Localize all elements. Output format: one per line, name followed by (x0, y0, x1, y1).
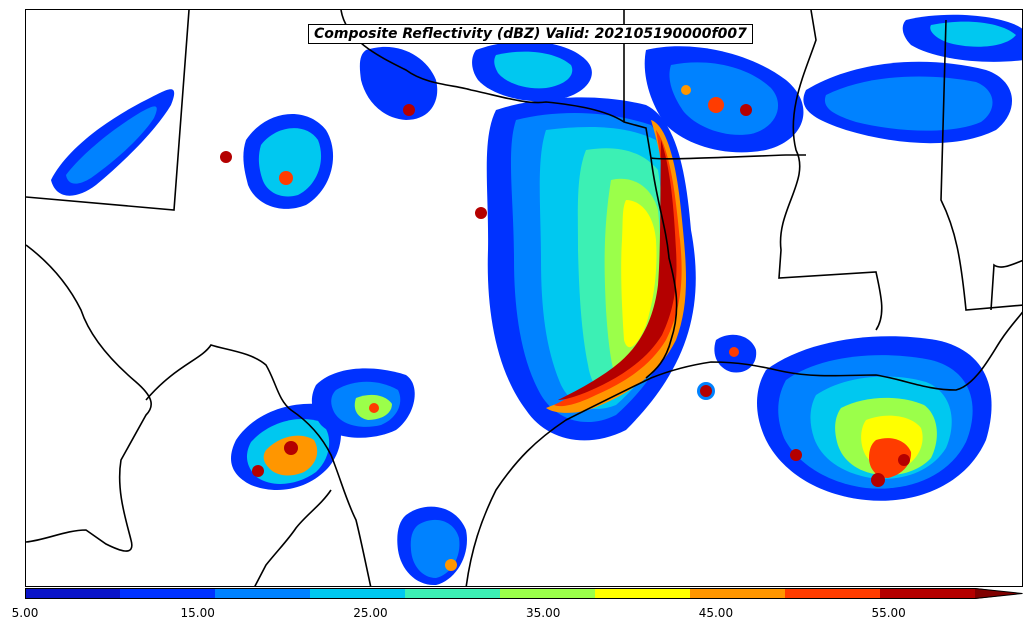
colorbar-segment (405, 588, 501, 599)
colorbar-segment (690, 588, 786, 599)
map-panel: Composite Reflectivity (dBZ) Valid: 2021… (25, 9, 1023, 587)
colorbar-segment (25, 588, 121, 599)
map-title: Composite Reflectivity (dBZ) Valid: 2021… (308, 24, 753, 44)
colorbar-segment (880, 588, 976, 599)
colorbar-segment (595, 588, 691, 599)
colorbar-tick-label: 35.00 (525, 606, 561, 620)
colorbar-outline (25, 588, 1023, 599)
colorbar-tick-label: 55.00 (871, 606, 906, 620)
echo-layer (51, 14, 1022, 586)
colorbar-segment (215, 588, 311, 599)
reflectivity-map (26, 10, 1022, 586)
colorbar (25, 588, 1023, 599)
colorbar-segment (500, 588, 596, 599)
boundary-lines (26, 10, 1022, 586)
colorbar-tick-label: 45.00 (698, 606, 734, 620)
colorbar-graphic (25, 588, 1023, 599)
colorbar-segment (785, 588, 881, 599)
colorbar-tick-label: 15.00 (180, 606, 215, 620)
colorbar-segment (310, 588, 406, 599)
colorbar-segment (120, 588, 216, 599)
colorbar-extend-arrow (975, 588, 1023, 599)
colorbar-tick-label: 25.00 (353, 606, 388, 620)
colorbar-tick-label: 5.00 (11, 606, 39, 620)
